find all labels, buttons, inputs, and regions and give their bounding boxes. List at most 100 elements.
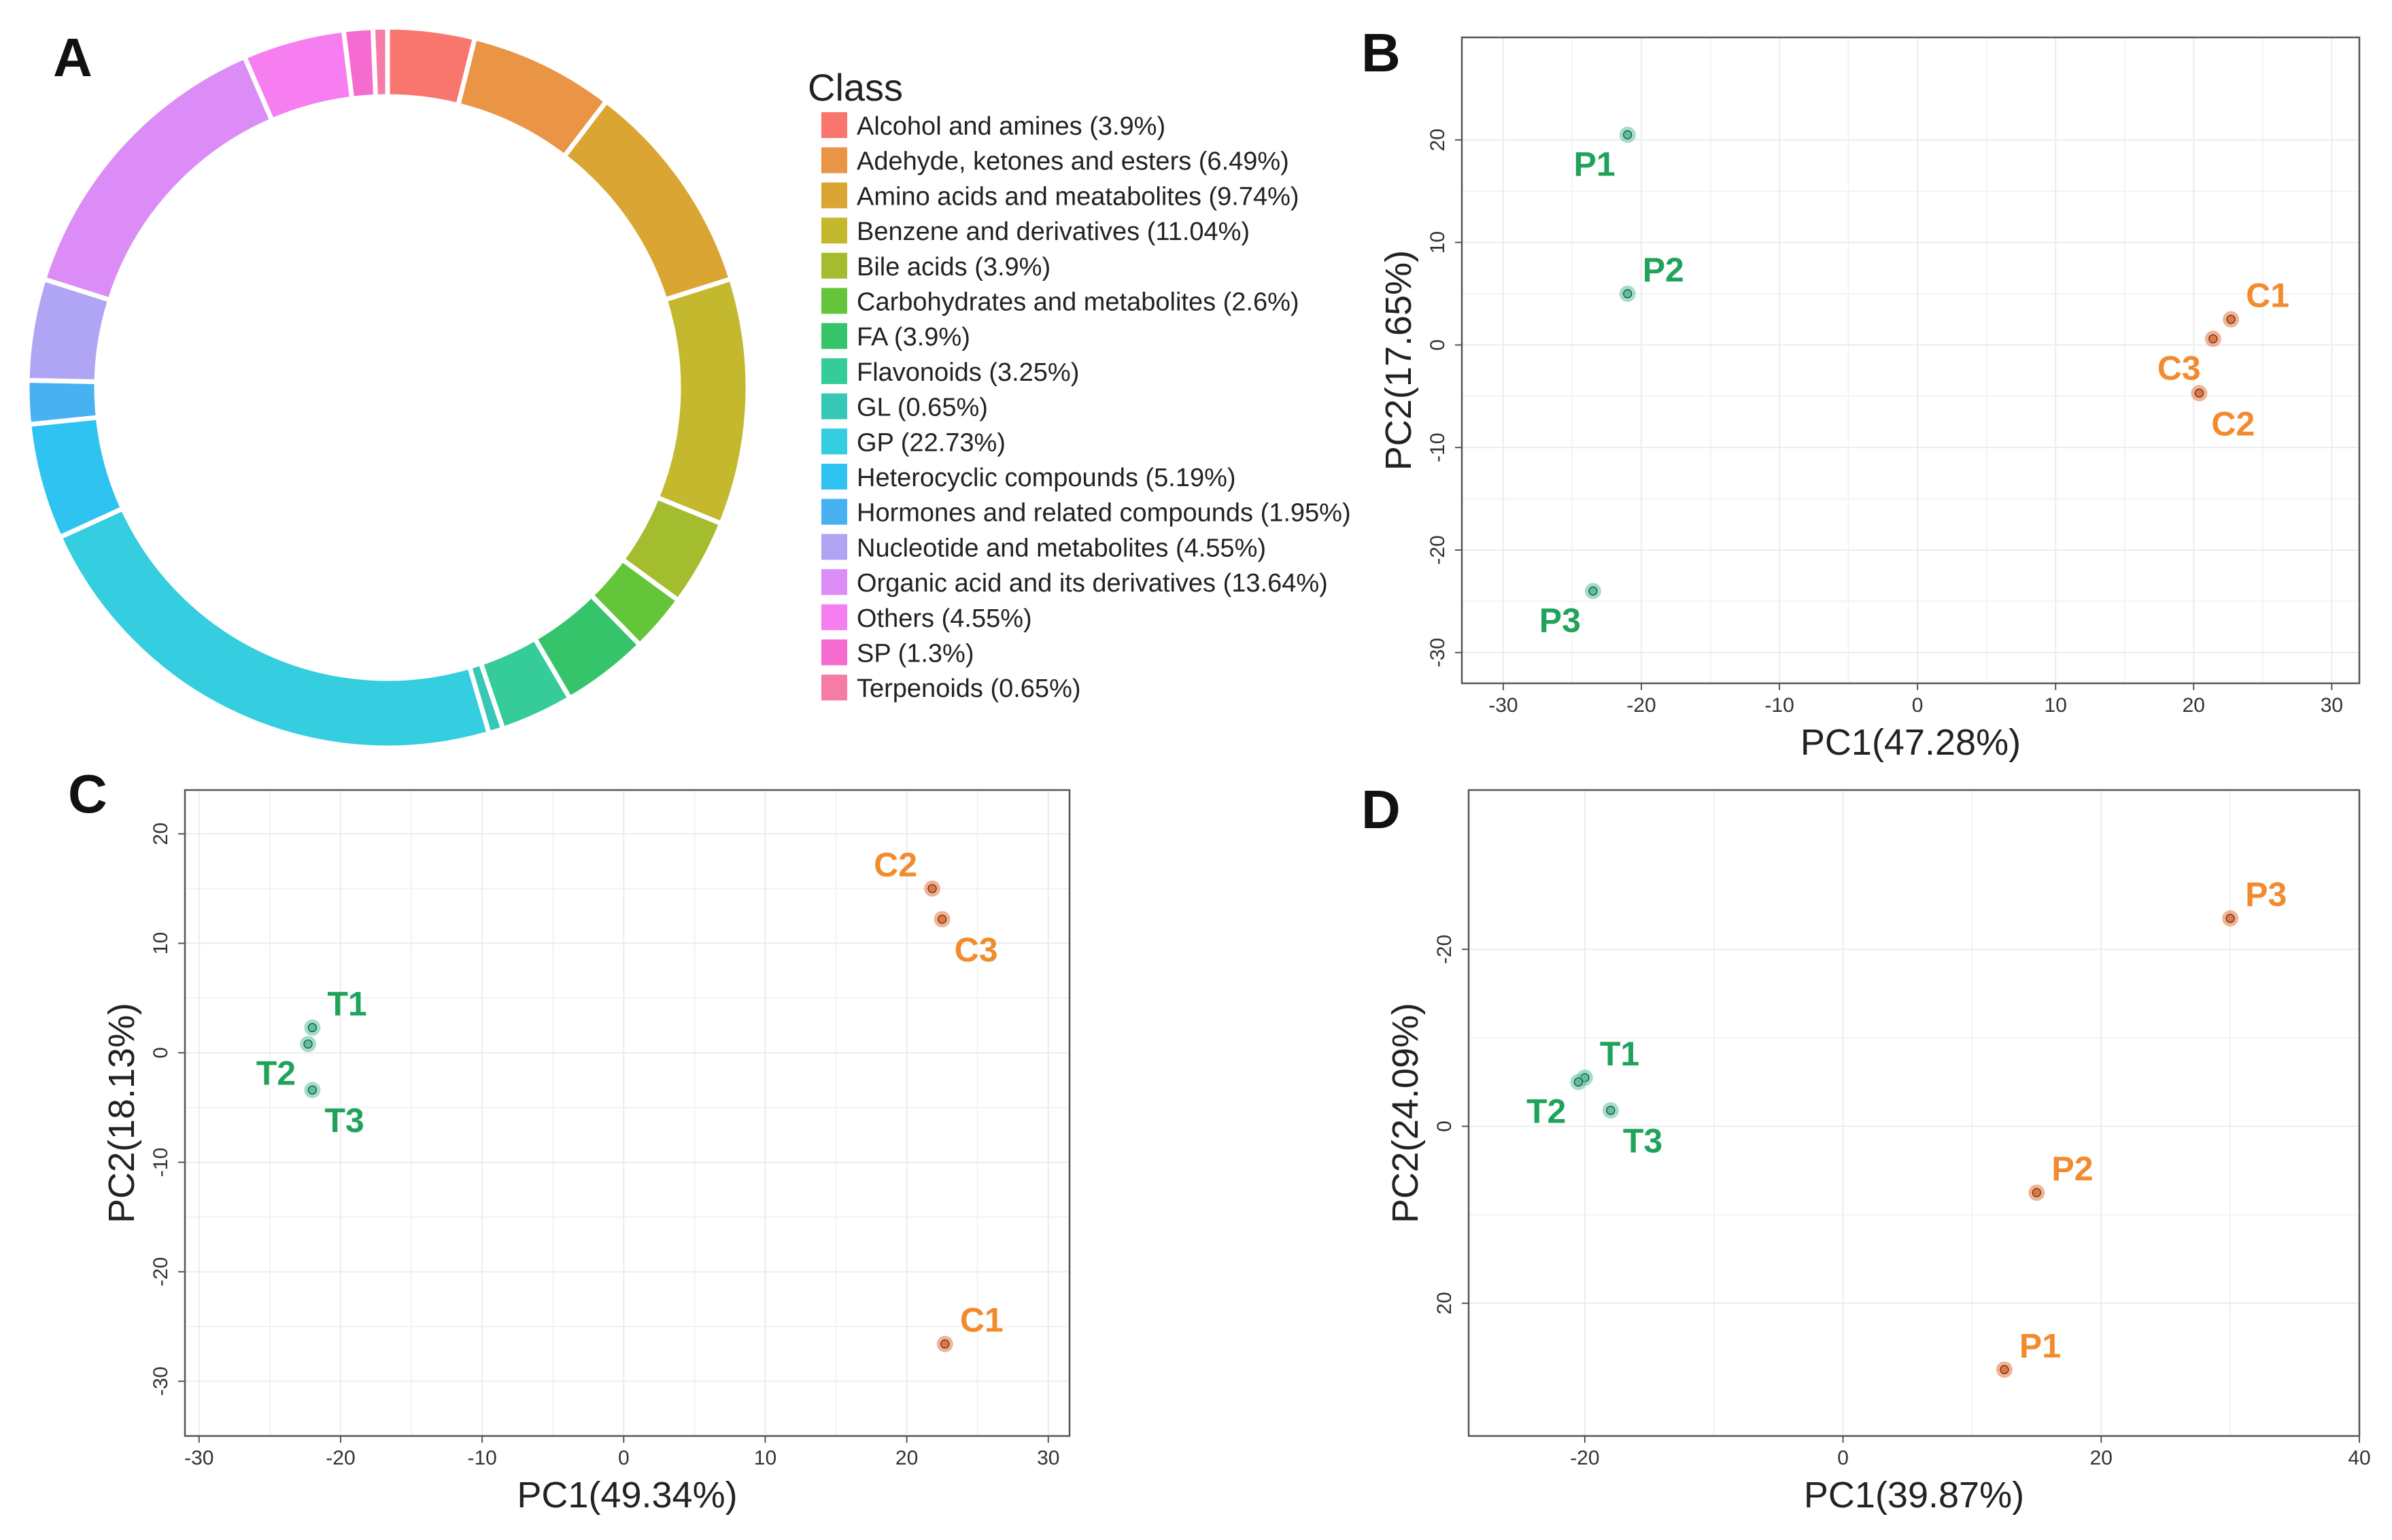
- x-tick-label-d: -20: [1570, 1447, 1599, 1469]
- point-c-c2: [927, 884, 937, 893]
- point-label-d-t1: T1: [1600, 1035, 1639, 1073]
- x-axis-title-d: PC1(39.87%): [1804, 1475, 2024, 1516]
- point-c-c3: [938, 914, 947, 924]
- point-c-t3: [307, 1085, 317, 1095]
- plot-area-d: [1469, 790, 2359, 1436]
- legend-swatch-13: [821, 569, 847, 596]
- y-tick-label-c: -20: [150, 1257, 172, 1286]
- y-tick-label-d: 0: [1433, 1120, 1456, 1132]
- point-label-b-p2: P2: [1643, 251, 1684, 289]
- x-tick-label-d: 0: [1837, 1447, 1849, 1469]
- donut-slice-11: [24, 377, 101, 428]
- y-tick-label-b: 10: [1426, 231, 1449, 254]
- point-label-d-p3: P3: [2245, 876, 2287, 914]
- legend-label-1: Adehyde, ketones and esters (6.49%): [857, 148, 1289, 176]
- legend-label-16: Terpenoids (0.65%): [857, 674, 1081, 703]
- x-tick-label-b: -30: [1488, 694, 1518, 717]
- x-tick-label-c: 30: [1037, 1447, 1059, 1469]
- legend-label-0: Alcohol and amines (3.9%): [857, 112, 1165, 141]
- legend-swatch-11: [821, 498, 847, 525]
- x-tick-label-b: 0: [1912, 694, 1924, 717]
- point-b-p3: [1588, 586, 1598, 596]
- y-tick-label-b: -10: [1426, 432, 1449, 462]
- point-label-d-t3: T3: [1623, 1122, 1662, 1160]
- y-axis-title-d: PC2(24.09%): [1385, 1003, 1426, 1223]
- x-tick-label-b: 30: [2321, 694, 2343, 717]
- point-label-c-c2: C2: [874, 846, 917, 884]
- point-label-d-t2: T2: [1526, 1092, 1566, 1130]
- panel-letter-a: A: [53, 27, 92, 88]
- legend-swatch-7: [821, 358, 847, 384]
- x-tick-label-c: -20: [326, 1447, 355, 1469]
- point-d-p2: [2032, 1188, 2041, 1197]
- legend-label-10: Heterocyclic compounds (5.19%): [857, 464, 1236, 492]
- legend-label-12: Nucleotide and metabolites (4.55%): [857, 534, 1266, 562]
- legend-label-15: SP (1.3%): [857, 640, 974, 668]
- legend-swatch-4: [821, 252, 847, 279]
- point-b-p2: [1623, 289, 1633, 298]
- point-b-c1: [2226, 315, 2236, 324]
- legend-label-6: FA (3.9%): [857, 323, 970, 352]
- y-tick-label-b: -20: [1426, 535, 1449, 564]
- legend-swatch-10: [821, 464, 847, 490]
- legend-swatch-12: [821, 534, 847, 560]
- point-b-p1: [1623, 130, 1633, 139]
- point-c-c1: [940, 1339, 950, 1349]
- point-d-p3: [2225, 914, 2235, 923]
- point-d-t3: [1606, 1106, 1616, 1115]
- point-label-c-t2: T2: [256, 1055, 296, 1093]
- y-tick-label-b: 0: [1426, 339, 1449, 351]
- legend-swatch-5: [821, 288, 847, 314]
- donut-slice-3: [653, 275, 751, 527]
- panel-letter-b: B: [1361, 22, 1401, 83]
- panel-d: D -20 0 20 40 -20 0 20 PC1(39.87%) PC2(24.09%) T1…: [1361, 779, 2371, 1516]
- donut-slice-9: [56, 505, 492, 751]
- point-d-p1: [2000, 1365, 2009, 1374]
- point-label-c-c3: C3: [955, 931, 998, 969]
- point-label-b-p3: P3: [1539, 601, 1581, 639]
- donut-chart: [24, 24, 751, 751]
- x-tick-label-c: -10: [467, 1447, 496, 1469]
- legend-label-4: Bile acids (3.9%): [857, 253, 1050, 281]
- y-tick-label-b: 20: [1426, 129, 1449, 151]
- donut-slice-2: [561, 98, 734, 303]
- legend-label-3: Benzene and derivatives (11.04%): [857, 218, 1250, 246]
- legend-label-2: Amino acids and meatabolites (9.74%): [857, 182, 1299, 211]
- legend-label-7: Flavonoids (3.25%): [857, 358, 1079, 387]
- point-label-d-p2: P2: [2051, 1150, 2093, 1188]
- legend-swatch-8: [821, 393, 847, 420]
- x-tick-label-c: 20: [895, 1447, 918, 1469]
- legend-swatch-6: [821, 323, 847, 349]
- x-tick-label-c: -30: [184, 1447, 213, 1469]
- legend-swatch-9: [821, 428, 847, 455]
- panel-letter-d: D: [1361, 779, 1401, 840]
- x-tick-label-c: 0: [618, 1447, 630, 1469]
- y-tick-label-c: -30: [150, 1367, 172, 1396]
- class-legend: Class Alcohol and amines (3.9%) Adehyde, …: [808, 66, 1351, 703]
- legend-label-9: GP (22.73%): [857, 428, 1006, 457]
- point-b-c3: [2208, 334, 2218, 343]
- legend-title: Class: [808, 66, 903, 109]
- legend-label-5: Carbohydrates and metabolites (2.6%): [857, 288, 1299, 317]
- legend-swatch-16: [821, 674, 847, 701]
- y-tick-label-c: 20: [150, 823, 172, 845]
- panel-b: B -30 -20 -10 0 10 20 30 20 10 0 -10 -20 -30 PC1(47.2…: [1361, 22, 2361, 763]
- x-axis-title-c: PC1(49.34%): [517, 1475, 737, 1516]
- legend-label-8: GL (0.65%): [857, 394, 988, 422]
- legend-swatch-2: [821, 182, 847, 209]
- x-tick-label-b: -20: [1626, 694, 1656, 717]
- y-tick-label-b: -30: [1426, 638, 1449, 667]
- y-tick-label-d: -20: [1433, 935, 1456, 964]
- panel-c: C -30 -20 -10 0 10 20 30 20 10 0 -10 -20 -30 PC1(49.3…: [68, 764, 1071, 1516]
- plot-area-c: [185, 790, 1070, 1436]
- point-b-c2: [2194, 388, 2204, 398]
- plot-frame-b: [1460, 36, 2361, 685]
- legend-label-11: Hormones and related compounds (1.95%): [857, 499, 1351, 528]
- y-tick-label-c: 0: [150, 1047, 172, 1059]
- point-label-c-t3: T3: [324, 1101, 364, 1140]
- point-label-b-c2: C2: [2211, 405, 2255, 443]
- point-label-c-c1: C1: [960, 1301, 1004, 1339]
- donut-slice-13: [41, 53, 275, 303]
- point-label-b-p1: P1: [1574, 145, 1616, 183]
- y-axis-title-b: PC2(17.65%): [1378, 250, 1419, 470]
